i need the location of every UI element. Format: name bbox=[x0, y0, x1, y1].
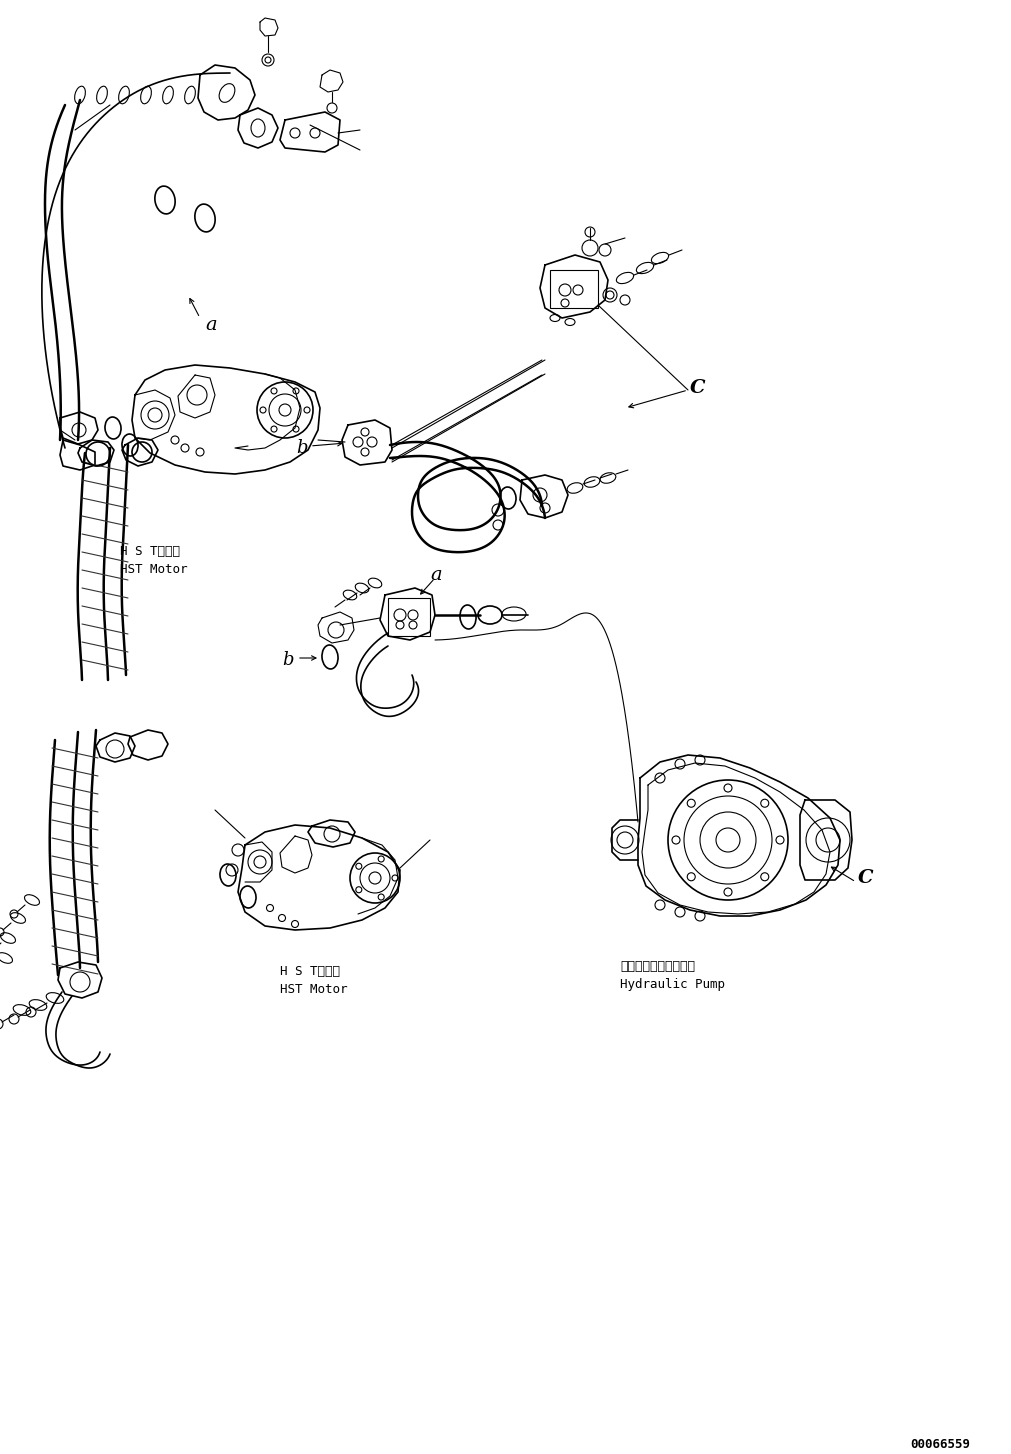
Bar bbox=[387, 598, 430, 635]
Text: HST Motor: HST Motor bbox=[280, 983, 347, 996]
Text: Hydraulic Pump: Hydraulic Pump bbox=[620, 979, 724, 992]
Text: 00066559: 00066559 bbox=[909, 1438, 969, 1451]
Text: H S Tモータ: H S Tモータ bbox=[120, 545, 180, 558]
Text: C: C bbox=[857, 869, 872, 887]
Text: ハイドロリックポンプ: ハイドロリックポンプ bbox=[620, 960, 695, 973]
Text: H S Tモータ: H S Tモータ bbox=[280, 965, 340, 979]
Text: b: b bbox=[282, 651, 294, 669]
Text: a: a bbox=[430, 566, 441, 585]
Text: a: a bbox=[205, 316, 216, 334]
Text: b: b bbox=[296, 439, 307, 457]
Bar bbox=[549, 270, 598, 308]
Text: C: C bbox=[690, 379, 705, 397]
Text: HST Motor: HST Motor bbox=[120, 563, 187, 576]
